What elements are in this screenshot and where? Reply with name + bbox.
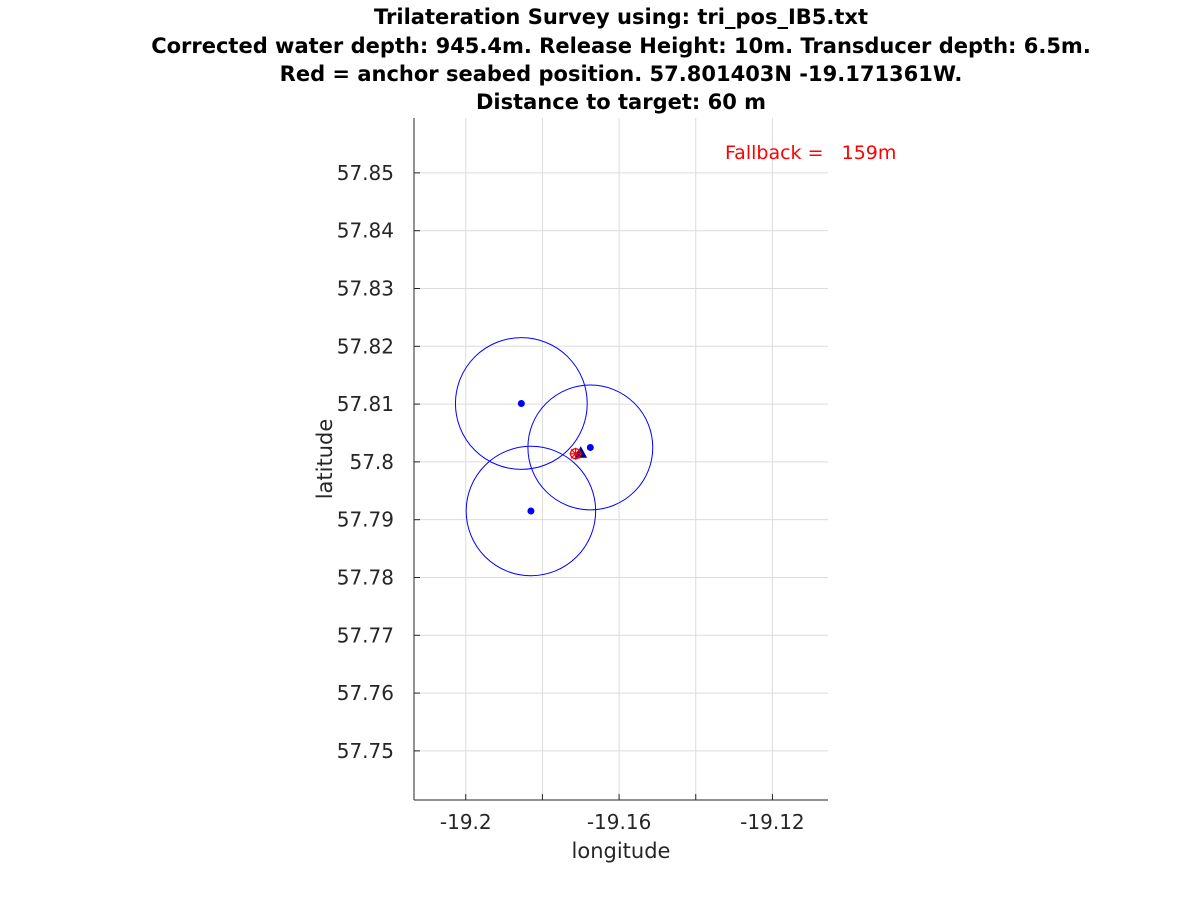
range-circle	[454, 337, 588, 470]
x-ticks: -19.2 -19.16 -19.12	[440, 794, 805, 834]
station-point	[517, 400, 525, 408]
y-tick-label: 57.76	[337, 681, 394, 705]
y-tick-label: 57.8	[349, 450, 394, 474]
y-tick-label: 57.82	[337, 334, 394, 358]
y-tick-label: 57.77	[337, 623, 394, 647]
station-points	[517, 400, 594, 515]
station-point	[586, 443, 594, 451]
x-tick-label: -19.12	[740, 810, 804, 834]
title-line-3: Red = anchor seabed position. 57.801403N…	[280, 62, 963, 86]
axes	[413, 118, 828, 801]
title-line-4: Distance to target: 60 m	[476, 90, 766, 114]
range-circle	[465, 445, 597, 577]
chart-title: Trilateration Survey using: tri_pos_IB5.…	[151, 5, 1091, 114]
grid	[414, 118, 828, 800]
x-tick-label: -19.16	[587, 810, 651, 834]
station-point	[527, 507, 535, 515]
title-line-2: Corrected water depth: 945.4m. Release H…	[151, 34, 1091, 58]
anchor-cross-d2	[570, 448, 581, 459]
position-markers	[569, 446, 588, 460]
anchor-star-marker	[569, 447, 582, 460]
y-tick-label: 57.83	[337, 277, 394, 301]
y-tick-label: 57.84	[337, 219, 394, 243]
y-tick-label: 57.75	[337, 739, 394, 763]
x-axis-label: longitude	[572, 839, 671, 863]
plot-area	[454, 337, 654, 577]
y-ticks: 57.75 57.76 57.77 57.78 57.79 57.8 57.81 57.82 5…	[337, 161, 420, 763]
range-circle	[527, 384, 654, 511]
x-tick-label: -19.2	[440, 810, 492, 834]
y-tick-label: 57.78	[337, 565, 394, 589]
title-line-1: Trilateration Survey using: tri_pos_IB5.…	[374, 5, 868, 29]
y-tick-label: 57.81	[337, 392, 394, 416]
range-circles	[454, 337, 654, 577]
fallback-annotation: Fallback = 159m	[725, 142, 896, 164]
y-tick-label: 57.79	[337, 508, 394, 532]
y-tick-label: 57.85	[337, 161, 394, 185]
y-axis-label: latitude	[313, 419, 337, 500]
